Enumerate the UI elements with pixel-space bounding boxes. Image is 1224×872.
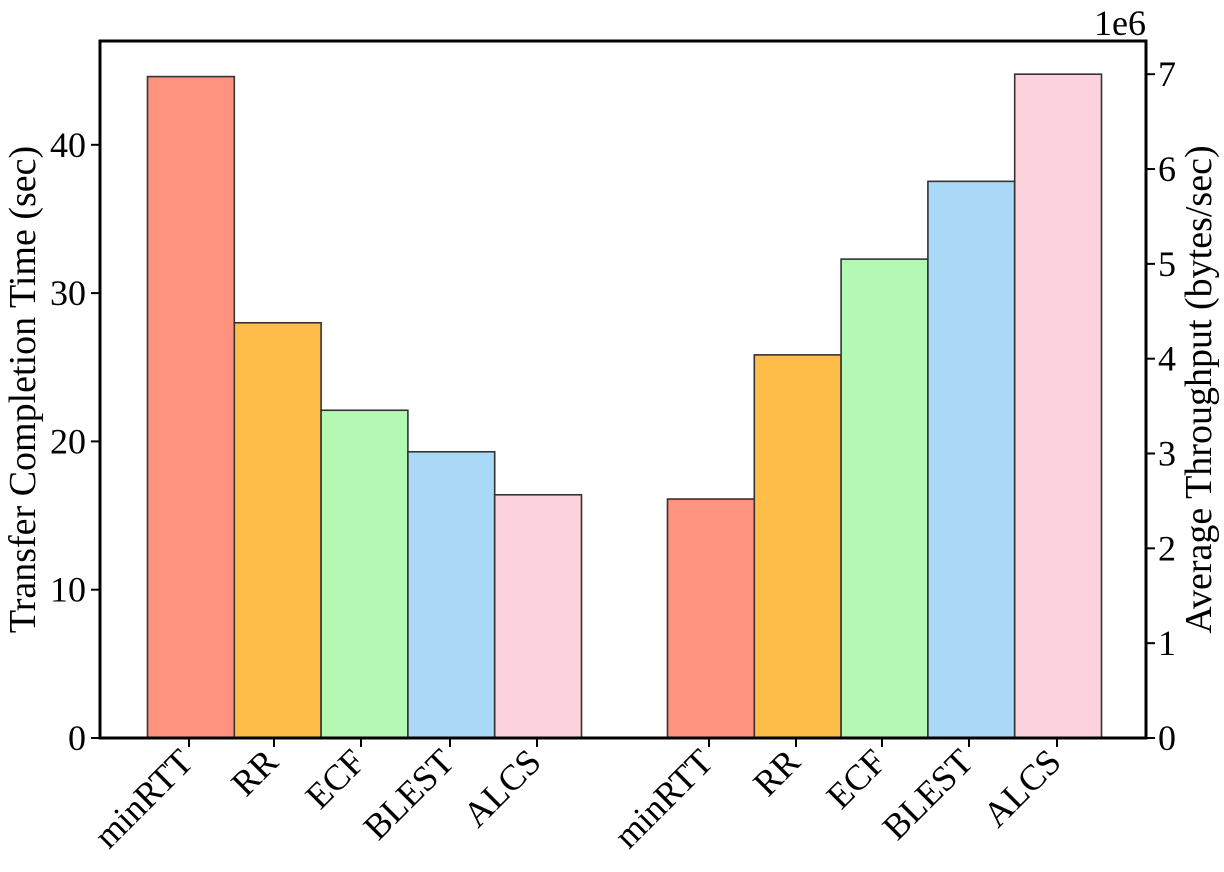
left-y-axis-ticks: 0 10 20 30 40 <box>50 125 100 758</box>
x-tick-label-blest: BLEST <box>356 741 462 847</box>
bar-left-ecf <box>320 409 409 739</box>
right-tick-label: 7 <box>1158 54 1176 94</box>
throughput-bars <box>666 73 1103 739</box>
left-tick-label: 10 <box>50 570 86 610</box>
bar-left-minrtt <box>146 75 236 739</box>
x-tick-label-ecf: ECF <box>819 741 894 816</box>
x-tick-label-minrtt: minRTT <box>86 741 200 855</box>
bar-left-alcs <box>493 493 583 739</box>
right-axis-scale-label: 1e6 <box>1094 3 1146 43</box>
x-tick-label-blest: BLEST <box>875 741 981 847</box>
bar-left-blest <box>407 450 496 739</box>
right-tick-label: 3 <box>1158 434 1176 474</box>
bar-left-rr <box>233 321 322 739</box>
right-tick-label: 1 <box>1158 623 1176 663</box>
x-tick-label-minrtt: minRTT <box>606 741 720 855</box>
right-tick-label: 6 <box>1158 149 1176 189</box>
right-tick-label: 4 <box>1158 339 1176 379</box>
x-tick-label-ecf: ECF <box>298 741 373 816</box>
right-y-axis-label: Average Throughput (bytes/sec) <box>1178 145 1220 633</box>
left-y-axis-label: Transfer Completion Time (sec) <box>2 146 44 633</box>
bar-right-minrtt <box>666 498 756 739</box>
right-tick-label: 5 <box>1158 244 1176 284</box>
bar-right-blest <box>927 180 1016 739</box>
x-tick-label-alcs: ALCS <box>975 741 1068 834</box>
bar-right-rr <box>753 354 842 739</box>
left-tick-label: 0 <box>68 718 86 758</box>
left-tick-label: 20 <box>50 421 86 461</box>
bar-right-ecf <box>840 258 929 739</box>
transfer-time-bars <box>146 75 583 739</box>
left-tick-label: 30 <box>50 273 86 313</box>
right-y-axis-ticks: 0 1 2 3 4 5 6 7 <box>1146 54 1176 758</box>
right-tick-label: 0 <box>1158 718 1176 758</box>
bar-right-alcs <box>1013 73 1103 739</box>
x-tick-label-rr: RR <box>745 741 807 803</box>
right-tick-label: 2 <box>1158 528 1176 568</box>
x-tick-label-alcs: ALCS <box>455 741 548 834</box>
plot-frame <box>98 39 1148 740</box>
left-tick-label: 40 <box>50 125 86 165</box>
x-tick-label-rr: RR <box>223 741 285 803</box>
